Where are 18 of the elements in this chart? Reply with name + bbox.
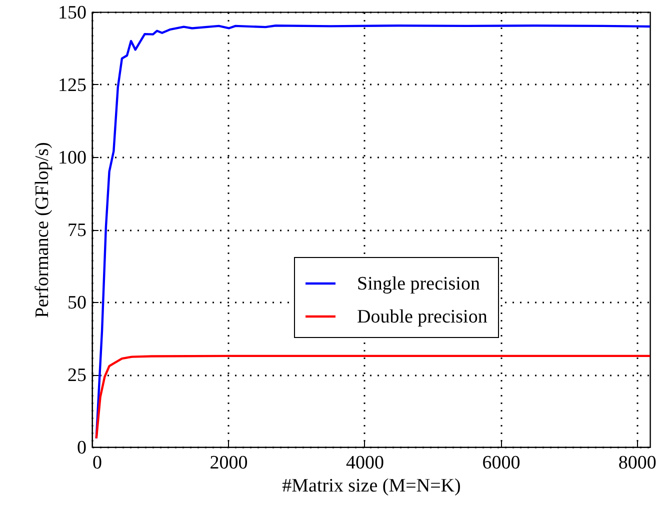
- y-tick-label: 100: [58, 148, 86, 168]
- x-tick-label: 4000: [346, 452, 384, 474]
- line-series: [95, 24, 652, 440]
- x-tick-label: 8000: [618, 452, 656, 474]
- line-series: [95, 354, 652, 440]
- legend-label: Single precision: [357, 274, 480, 294]
- x-tick-label: 2000: [210, 452, 248, 474]
- y-tick-label: 50: [68, 292, 86, 314]
- y-tick-label: 125: [58, 75, 86, 96]
- y-tick-label: 0: [77, 438, 86, 458]
- y-tick-label: 25: [68, 365, 86, 386]
- x-axis-title: #Matrix size (M=N=K): [282, 476, 461, 496]
- x-tick-label: 6000: [482, 452, 520, 474]
- y-tick-label: 150: [58, 2, 86, 24]
- legend-label: Double precision: [357, 306, 488, 328]
- y-axis-title: Performance (GFlop/s): [32, 142, 53, 318]
- x-tick-label: 0: [92, 452, 102, 474]
- y-tick-label: 75: [68, 220, 86, 241]
